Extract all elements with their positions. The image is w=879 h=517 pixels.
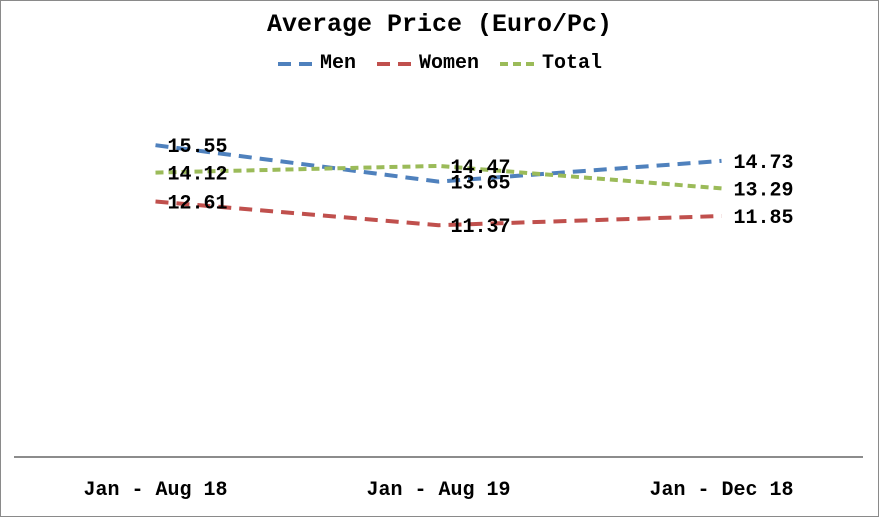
x-axis-label-2: Jan - Dec 18 xyxy=(649,479,793,502)
legend-dash-swatch-women xyxy=(376,61,415,66)
legend-item-men: Men xyxy=(277,52,356,75)
legend-item-total: Total xyxy=(499,52,602,75)
data-label-total-0: 14.12 xyxy=(168,164,228,187)
legend-item-women: Women xyxy=(376,52,479,75)
data-label-women-0: 12.61 xyxy=(168,193,228,216)
data-label-total-1: 14.47 xyxy=(451,157,511,180)
legend-label-men: Men xyxy=(319,52,356,75)
data-label-women-2: 11.85 xyxy=(734,207,794,230)
data-label-total-2: 13.29 xyxy=(734,179,794,202)
data-label-men-1: 13.65 xyxy=(451,173,511,196)
data-label-men-0: 15.55 xyxy=(168,136,228,159)
legend-label-women: Women xyxy=(418,52,479,75)
series-line-total xyxy=(155,163,722,191)
chart-legend: Men Women Total xyxy=(1,52,878,75)
chart-title: Average Price (Euro/Pc) xyxy=(266,10,613,39)
series-line-men xyxy=(155,143,722,184)
x-axis-label-0: Jan - Aug 18 xyxy=(83,479,227,502)
legend-label-total: Total xyxy=(542,52,603,75)
legend-dash-swatch-men xyxy=(277,61,316,66)
data-label-men-2: 14.73 xyxy=(734,152,794,175)
legend-dash-swatch-total xyxy=(500,61,538,66)
x-axis-label-1: Jan - Aug 19 xyxy=(366,479,510,502)
series-line-women xyxy=(155,199,722,228)
data-label-women-1: 11.37 xyxy=(451,216,511,239)
